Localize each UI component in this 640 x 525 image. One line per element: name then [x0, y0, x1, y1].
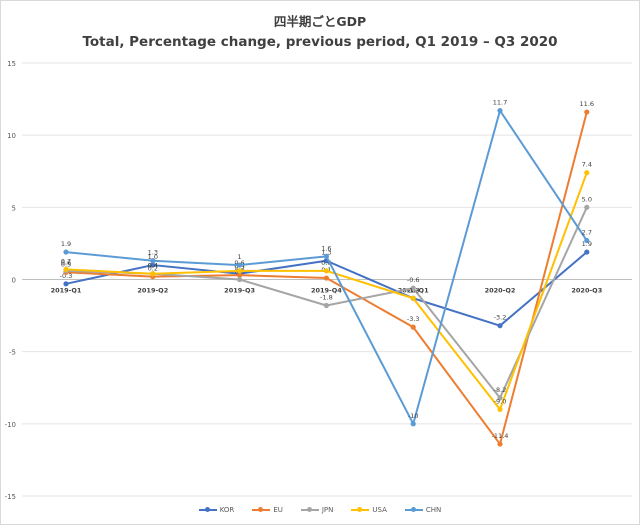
data-label: 1.0 — [148, 253, 158, 261]
x-tick-label: 2019-Q4 — [311, 287, 342, 295]
legend-label: JPN — [321, 506, 334, 514]
chart-subtitle: Total, Percentage change, previous perio… — [82, 34, 558, 50]
legend-item-eu: EU — [252, 506, 283, 514]
x-tick-label: 2019-Q1 — [51, 287, 82, 295]
legend-swatch — [351, 507, 370, 512]
legend-swatch — [404, 507, 423, 512]
data-label: 0.4 — [148, 262, 158, 270]
data-point — [150, 271, 156, 277]
legend-item-chn: CHN — [404, 506, 442, 514]
y-tick-label: 5 — [12, 204, 16, 212]
data-label: 1.9 — [61, 240, 71, 248]
data-label: -1.8 — [320, 293, 333, 301]
data-label: 7.4 — [582, 161, 592, 169]
data-point — [497, 395, 503, 401]
data-point — [584, 109, 590, 115]
data-label: 0.6 — [61, 259, 71, 267]
data-label: 1.9 — [582, 240, 592, 248]
chart-legend: KOR EU JPN USA CHN — [0, 506, 640, 514]
legend-item-jpn: JPN — [300, 506, 334, 514]
legend-label: KOR — [219, 506, 235, 514]
x-tick-label: 2019-Q2 — [137, 287, 168, 295]
data-point — [63, 266, 69, 272]
data-point — [237, 272, 243, 278]
data-point — [150, 262, 156, 268]
y-tick-label: 0 — [12, 277, 16, 285]
x-tick-label: 2020-Q3 — [571, 287, 602, 295]
data-label: 11.6 — [580, 100, 594, 108]
x-tick-label: 2019-Q3 — [224, 287, 255, 295]
data-point — [584, 204, 590, 210]
data-label: -0.3 — [60, 272, 73, 280]
data-point — [584, 249, 590, 255]
legend-item-kor: KOR — [198, 506, 235, 514]
data-point — [410, 285, 416, 291]
y-tick-label: 15 — [7, 60, 16, 68]
y-tick-label: -15 — [5, 493, 16, 501]
data-label: 11.7 — [493, 99, 507, 107]
data-point — [497, 323, 503, 329]
y-tick-label: -10 — [5, 421, 16, 429]
data-label: 2.7 — [582, 229, 592, 237]
data-point — [497, 406, 503, 412]
data-label: -9.0 — [494, 397, 507, 405]
data-point — [150, 258, 156, 264]
data-point — [63, 249, 69, 255]
data-label: -1.3 — [407, 286, 420, 294]
data-point — [323, 275, 329, 281]
legend-item-usa: USA — [351, 506, 387, 514]
data-point — [410, 324, 416, 330]
series-line-jpn — [65, 206, 588, 399]
data-point — [584, 237, 590, 244]
data-label: -3.3 — [407, 315, 420, 323]
data-point — [497, 108, 503, 114]
data-label: -11.4 — [492, 432, 509, 440]
legend-label: USA — [372, 506, 387, 514]
data-label: 0.4 — [148, 262, 158, 270]
data-label: 0.2 — [148, 265, 158, 273]
data-point — [237, 268, 243, 274]
data-label: -0.6 — [407, 276, 420, 284]
data-point — [497, 441, 503, 447]
x-tick-label: 2020-Q2 — [485, 287, 516, 295]
legend-label: CHN — [425, 506, 442, 514]
data-label: -3.2 — [494, 314, 507, 322]
data-label: -10 — [408, 412, 419, 420]
data-point — [237, 262, 243, 268]
data-label: 0.5 — [61, 260, 71, 268]
data-label: 0.6 — [321, 259, 331, 267]
data-point — [63, 281, 69, 287]
data-point — [237, 276, 243, 283]
data-label: -8.2 — [494, 386, 507, 394]
data-point — [584, 170, 590, 176]
data-point — [410, 421, 416, 427]
data-label: 1 — [238, 253, 242, 261]
data-label: 1.6 — [321, 244, 331, 252]
legend-swatch — [198, 507, 217, 512]
legend-swatch — [252, 507, 271, 512]
legend-label: EU — [273, 506, 283, 514]
data-point — [323, 268, 329, 274]
legend-swatch — [300, 507, 319, 512]
data-label: 1.3 — [148, 249, 158, 257]
data-point — [323, 302, 329, 309]
y-tick-label: -5 — [9, 349, 16, 357]
data-label: 0.7 — [61, 257, 71, 265]
data-point — [410, 295, 416, 301]
data-label: 5.0 — [582, 195, 592, 203]
data-point — [323, 253, 329, 260]
y-tick-label: 10 — [7, 132, 16, 140]
data-label: 1.3 — [321, 249, 331, 257]
chart-title: 四半期ごとGDP — [273, 14, 367, 29]
